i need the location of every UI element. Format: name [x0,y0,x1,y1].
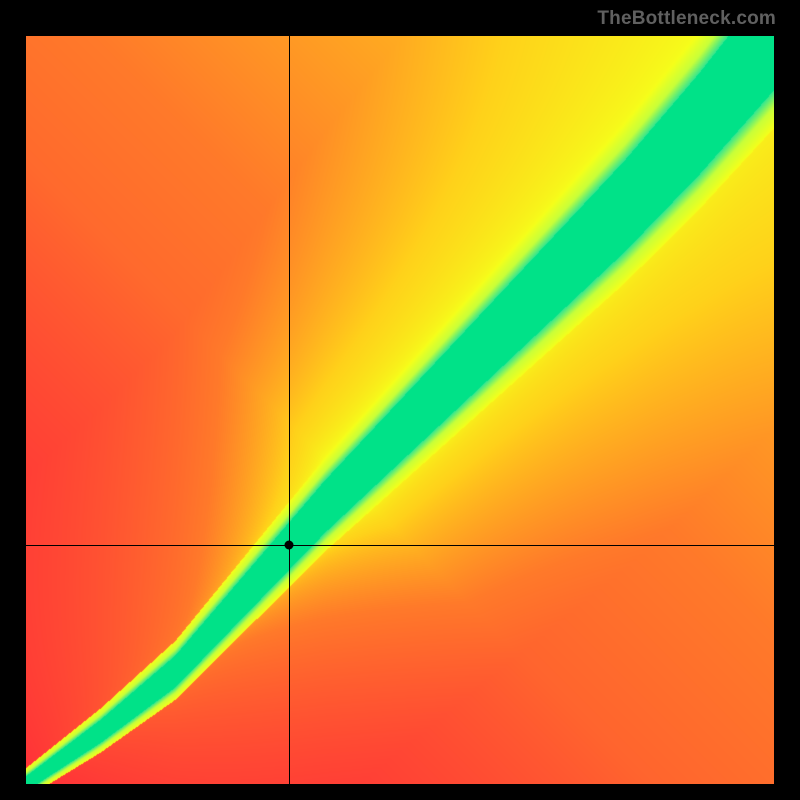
crosshair-vertical-line [289,36,290,784]
heatmap-canvas [26,36,774,784]
crosshair-point-dot [285,540,294,549]
figure-root: TheBottleneck.com [0,0,800,800]
crosshair-horizontal-line [26,545,774,546]
watermark-text: TheBottleneck.com [597,8,776,30]
heatmap-plot [26,36,774,784]
